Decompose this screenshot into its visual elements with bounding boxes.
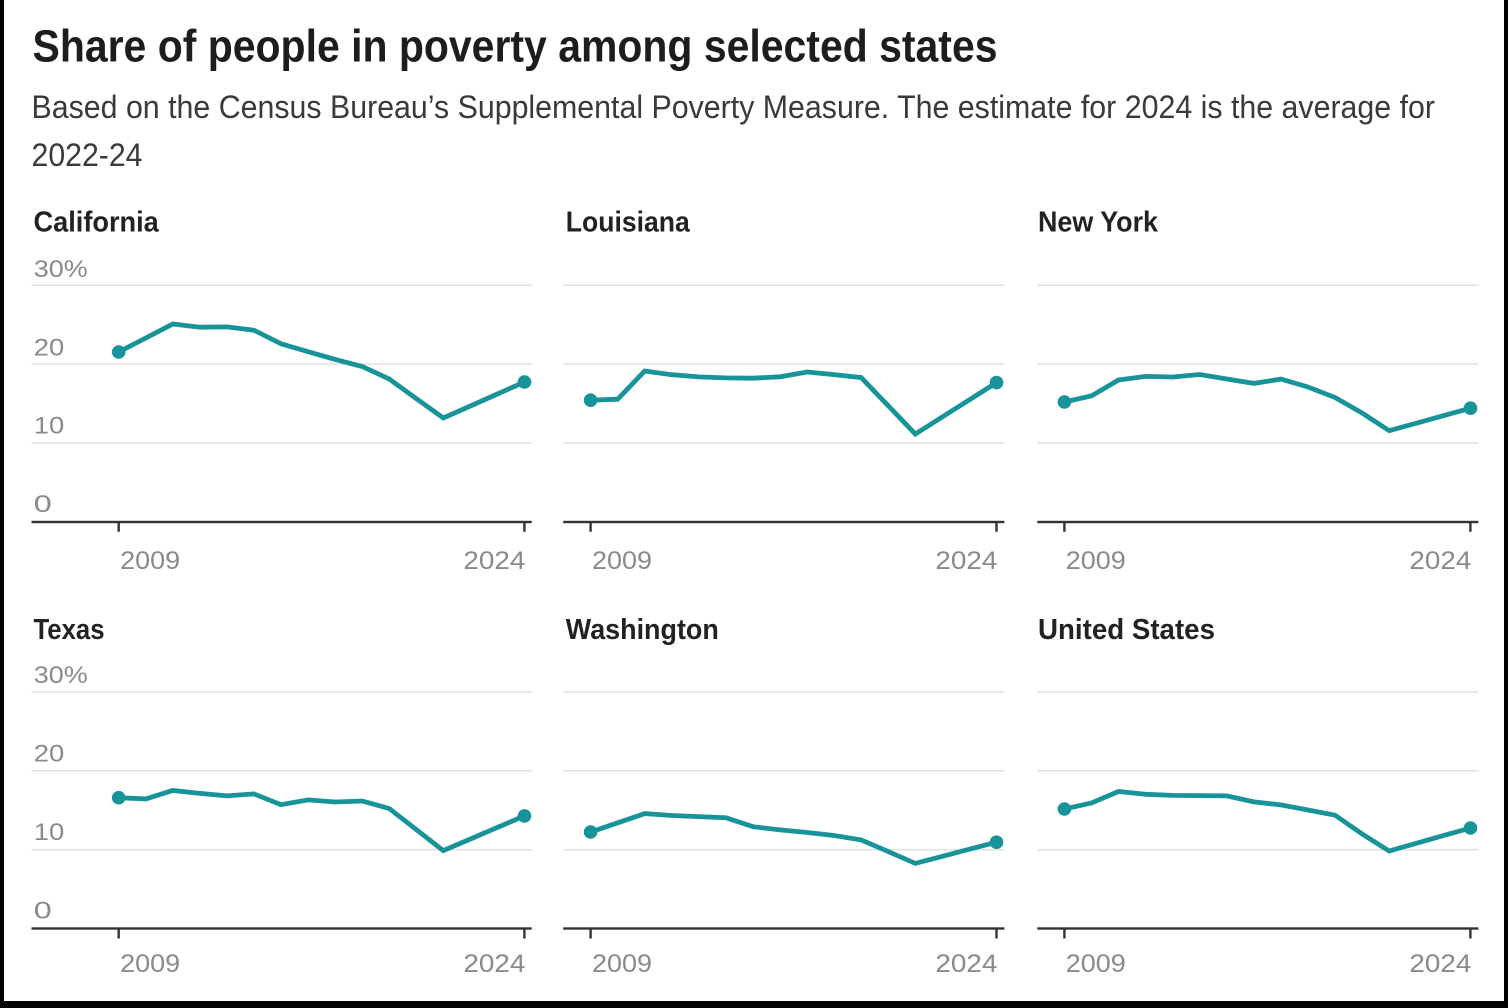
svg-text:2009: 2009 (592, 950, 652, 978)
svg-text:2024: 2024 (935, 950, 997, 978)
svg-text:10: 10 (34, 413, 65, 440)
svg-text:2022-24: 2022-24 (32, 137, 143, 173)
svg-text:Louisiana: Louisiana (566, 207, 691, 239)
svg-text:2024: 2024 (463, 547, 525, 575)
svg-text:2024: 2024 (1409, 950, 1471, 978)
svg-text:California: California (34, 207, 160, 239)
svg-text:30%: 30% (34, 662, 88, 689)
svg-text:United States: United States (1038, 614, 1215, 646)
svg-text:Based on the Census Bureau’s S: Based on the Census Bureau’s Supplementa… (32, 89, 1436, 125)
svg-text:Share of people in poverty amo: Share of people in poverty among selecte… (33, 20, 998, 71)
svg-text:Texas: Texas (34, 614, 105, 646)
svg-text:0: 0 (34, 897, 52, 924)
svg-text:20: 20 (34, 741, 65, 768)
svg-text:2024: 2024 (463, 950, 525, 978)
svg-text:2024: 2024 (1409, 547, 1471, 575)
svg-text:20: 20 (34, 334, 65, 361)
svg-text:2009: 2009 (120, 950, 180, 978)
svg-text:Washington: Washington (566, 614, 719, 646)
svg-text:2009: 2009 (1066, 547, 1126, 575)
svg-text:2009: 2009 (1066, 950, 1126, 978)
svg-text:New York: New York (1038, 207, 1159, 239)
svg-text:2009: 2009 (592, 547, 652, 575)
svg-text:30%: 30% (34, 256, 88, 283)
svg-text:2024: 2024 (935, 547, 997, 575)
svg-text:10: 10 (34, 819, 65, 846)
svg-text:2009: 2009 (120, 547, 180, 575)
svg-text:0: 0 (34, 491, 52, 518)
